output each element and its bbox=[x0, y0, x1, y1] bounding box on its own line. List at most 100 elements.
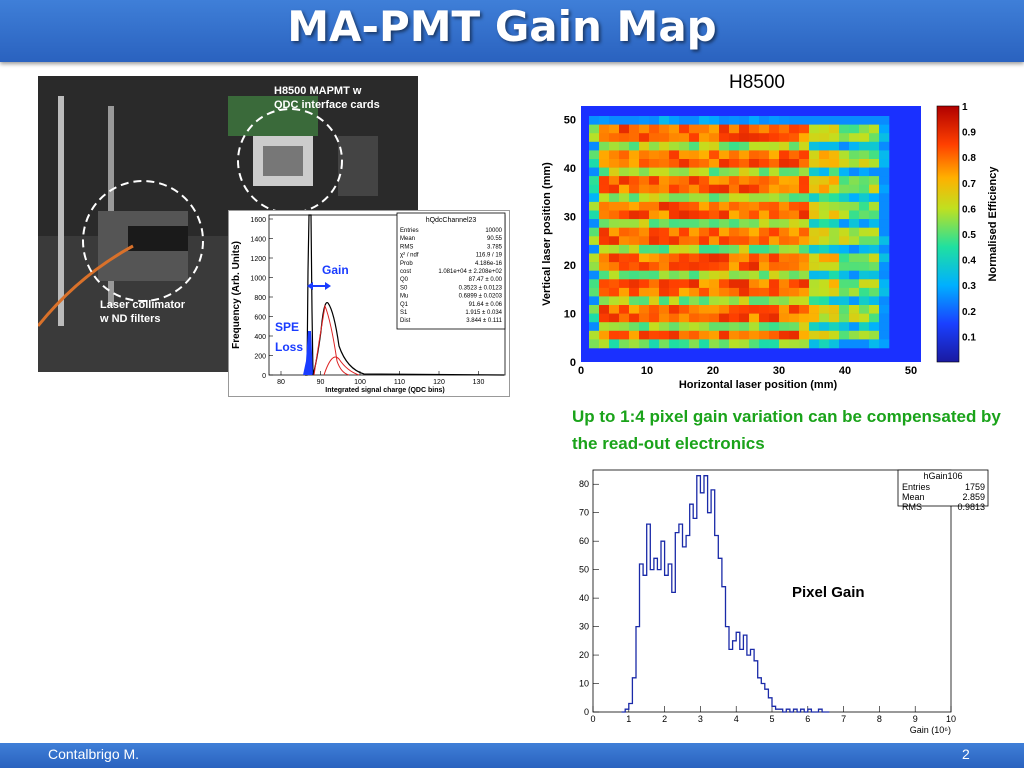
heatmap-cell bbox=[609, 227, 620, 237]
heatmap-cell bbox=[679, 124, 690, 134]
heatmap-cell bbox=[799, 279, 810, 289]
heatmap-cell bbox=[729, 244, 740, 254]
heatmap-cell bbox=[819, 227, 830, 237]
heatmap-cell bbox=[859, 116, 870, 125]
heatmap-cell bbox=[589, 193, 600, 203]
heatmap-cell bbox=[699, 339, 710, 349]
heatmap-cell bbox=[839, 210, 850, 220]
heatmap-cell bbox=[809, 141, 820, 151]
histogram-bin bbox=[801, 709, 805, 712]
heatmap-cell bbox=[589, 236, 600, 246]
heatmap-cell bbox=[799, 339, 810, 349]
heatmap-cell bbox=[589, 124, 600, 134]
histogram-bin bbox=[736, 632, 740, 712]
heatmap-cell bbox=[709, 150, 720, 160]
heatmap-cell bbox=[779, 253, 790, 263]
heatmap-cell bbox=[639, 116, 650, 125]
heatmap-cell bbox=[639, 270, 650, 280]
heatmap-cell bbox=[809, 270, 820, 280]
heatmap-cell bbox=[589, 330, 600, 340]
photo-label-laser-line2: w ND filters bbox=[100, 313, 161, 325]
heatmap-cell bbox=[799, 219, 810, 228]
heatmap-cell bbox=[759, 287, 770, 297]
heatmap-cell bbox=[669, 150, 680, 160]
heatmap-cell bbox=[699, 159, 710, 168]
heatmap-cell bbox=[739, 201, 750, 211]
heatmap-cell bbox=[879, 262, 890, 271]
heatmap-cell bbox=[689, 236, 700, 246]
heatmap-cell bbox=[749, 150, 760, 160]
histogram-xlabel: Gain (10⁶) bbox=[910, 725, 951, 735]
heatmap-cell bbox=[619, 184, 630, 194]
heatmap-cell bbox=[599, 296, 610, 306]
heatmap-cell bbox=[799, 201, 810, 211]
heatmap-cell bbox=[869, 339, 880, 349]
heatmap-cell bbox=[709, 330, 720, 340]
heatmap-cell bbox=[879, 124, 890, 134]
heatmap-cell bbox=[609, 210, 620, 220]
heatmap-cell bbox=[819, 150, 830, 160]
histogram-bin bbox=[693, 518, 697, 712]
heatmap-cell bbox=[819, 184, 830, 194]
heatmap-cell bbox=[719, 296, 730, 306]
heatmap-cell bbox=[689, 296, 700, 306]
heatmap-cell bbox=[649, 305, 660, 314]
histogram-bin bbox=[636, 627, 640, 712]
heatmap-cell bbox=[639, 244, 650, 254]
heatmap-cell bbox=[599, 141, 610, 151]
heatmap-cell bbox=[769, 296, 780, 306]
heatmap-cell bbox=[589, 176, 600, 185]
heatmap-cell bbox=[669, 244, 680, 254]
heatmap-cell bbox=[729, 270, 740, 280]
spectrum-xtick-label: 90 bbox=[317, 379, 325, 386]
heatmap-cell bbox=[709, 236, 720, 246]
heatmap-cell bbox=[739, 219, 750, 228]
heatmap-cell bbox=[729, 279, 740, 289]
heatmap-cell bbox=[719, 150, 730, 160]
heatmap-cell bbox=[689, 279, 700, 289]
heatmap-cell bbox=[699, 322, 710, 332]
histogram-ytick-label: 60 bbox=[579, 536, 589, 546]
heatmap-cell bbox=[649, 133, 660, 143]
histogram-stat-value: 0.9813 bbox=[957, 502, 985, 512]
heatmap-cell bbox=[829, 296, 840, 306]
histogram-bin bbox=[722, 587, 726, 712]
heatmap-cell bbox=[649, 124, 660, 134]
spectrum-ytick-label: 1600 bbox=[250, 217, 266, 224]
heatmap-cell bbox=[699, 124, 710, 134]
heatmap-cell bbox=[879, 210, 890, 220]
heatmap-cell bbox=[689, 287, 700, 297]
heatmap-cell bbox=[789, 116, 800, 125]
heatmap-cell bbox=[809, 201, 820, 211]
heatmap-cell bbox=[869, 184, 880, 194]
heatmap-cell bbox=[869, 322, 880, 332]
heatmap-cell bbox=[779, 244, 790, 254]
heatmap-cell bbox=[709, 167, 720, 177]
heatmap-cell bbox=[839, 296, 850, 306]
heatmap-cell bbox=[709, 296, 720, 306]
heatmap-cell bbox=[819, 339, 830, 349]
heatmap-cell bbox=[879, 339, 890, 349]
heatmap-cell bbox=[629, 219, 640, 228]
heatmap-cell bbox=[799, 176, 810, 185]
heatmap-cell bbox=[849, 133, 860, 143]
heatmap-cell bbox=[879, 296, 890, 306]
heatmap-cell bbox=[799, 167, 810, 177]
heatmap-cell bbox=[619, 305, 630, 314]
heatmap-cell bbox=[819, 262, 830, 271]
heatmap-cell bbox=[779, 236, 790, 246]
spectrum-stats-title: hQdcChannel23 bbox=[426, 217, 477, 224]
spectrum-stat-value: 0.3523 ± 0.0123 bbox=[459, 285, 503, 291]
loss-label: Loss bbox=[275, 340, 303, 354]
heatmap-cell bbox=[599, 270, 610, 280]
heatmap-cell bbox=[759, 322, 770, 332]
histogram-xtick-label: 8 bbox=[877, 714, 882, 724]
heatmap-cell bbox=[739, 159, 750, 168]
heatmap-cell bbox=[649, 227, 660, 237]
heatmap-cell bbox=[759, 141, 770, 151]
heatmap-cell bbox=[659, 193, 670, 203]
heatmap-cell bbox=[869, 210, 880, 220]
heatmap-cell bbox=[699, 279, 710, 289]
heatmap-cell bbox=[689, 330, 700, 340]
heatmap-cell bbox=[709, 116, 720, 125]
